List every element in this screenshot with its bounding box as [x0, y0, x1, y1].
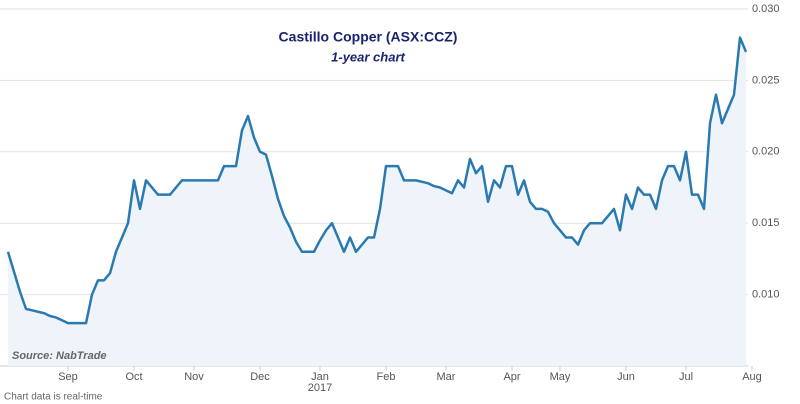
- y-tick-label: 0.030: [752, 3, 780, 15]
- x-tick-label: Mar: [437, 371, 456, 383]
- year-label: 2017: [308, 382, 332, 394]
- x-tick-label: Apr: [503, 371, 520, 383]
- chart-title: Castillo Copper (ASX:CCZ): [279, 29, 458, 45]
- source-note: Source: NabTrade: [12, 350, 107, 362]
- x-tick-label: May: [550, 371, 571, 383]
- x-tick-label: Oct: [125, 371, 142, 383]
- y-tick-label: 0.010: [752, 289, 780, 301]
- x-tick-label: Jun: [617, 371, 635, 383]
- price-line: [6, 36, 748, 325]
- footer-note: Chart data is real-time: [4, 392, 103, 403]
- x-tick-label: Dec: [250, 371, 270, 383]
- x-tick-label: Jan: [311, 371, 329, 383]
- x-tick-label: Aug: [742, 371, 762, 383]
- y-tick-label: 0.015: [752, 217, 780, 229]
- area-fill: [8, 37, 746, 367]
- y-tick-label: 0.020: [752, 146, 780, 158]
- chart-subtitle: 1-year chart: [331, 49, 405, 64]
- x-tick-label: Nov: [184, 371, 204, 383]
- x-tick-label: Jul: [679, 371, 693, 383]
- y-tick-label: 0.025: [752, 74, 780, 86]
- x-tick-label: Sep: [58, 371, 78, 383]
- x-tick-label: Feb: [377, 371, 396, 383]
